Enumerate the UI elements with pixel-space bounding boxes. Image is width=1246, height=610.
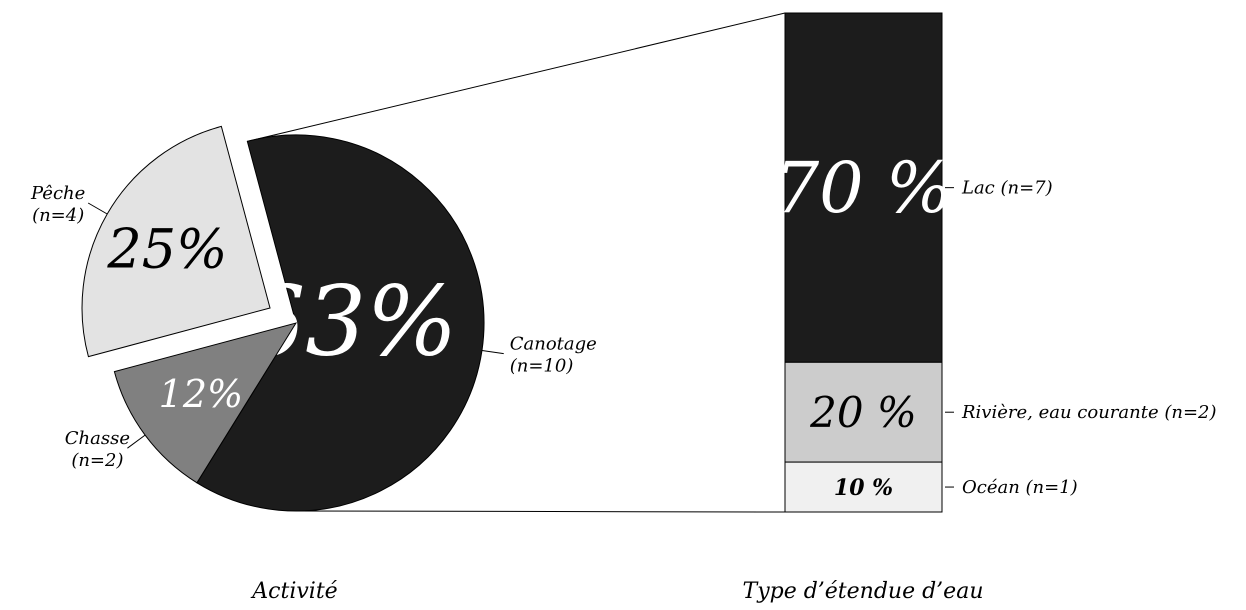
pie-axis-label: Activité — [250, 579, 337, 604]
connector-line-bottom — [295, 510, 786, 513]
pie-leader-line — [481, 349, 504, 355]
pie-slice-canotage — [196, 134, 485, 512]
pie-count-label: (n=2) — [71, 450, 123, 471]
bar-segment-label: Lac (n=7) — [961, 178, 1053, 199]
pie-count-label: (n=4) — [32, 205, 84, 226]
connector-lines — [247, 12, 786, 513]
stacked-bar-chart: 70 % Lac (n=7) 20 % Rivière, eau courante (… — [775, 12, 1217, 513]
bar-pct-label: 10 % — [834, 475, 893, 501]
pie-count-label: (n=10) — [510, 356, 574, 377]
bar-pct-label: 70 % — [775, 147, 953, 229]
connector-line-top — [247, 12, 786, 142]
bar-segment-label: Océan (n=1) — [962, 477, 1078, 498]
pie-leader-line — [87, 202, 108, 215]
pie-leader-line — [127, 434, 146, 449]
pie-pct-label: 12% — [159, 372, 243, 416]
pie-slice-peche — [81, 125, 271, 358]
pie-category-label: Canotage — [510, 334, 597, 355]
pie-pct-label: 25% — [106, 218, 227, 281]
bar-pct-label: 20 % — [809, 388, 917, 437]
bar-axis-label: Type d’étendue d’eau — [743, 579, 984, 604]
bar-segment-ocean-n-1 — [784, 461, 943, 513]
pie-pct-label: 63% — [244, 266, 457, 378]
pie-category-label: Chasse — [65, 428, 130, 449]
pie-chart: 63% Canotage(n=10) 12% Chasse(n=2) 25% Pêche(… — [30, 125, 597, 512]
bar-segment-lac-n-7 — [784, 12, 943, 363]
pie-category-label: Pêche — [30, 183, 85, 204]
bar-segment-riviere-eau-courante-n-2 — [784, 361, 943, 463]
bar-segment-label: Rivière, eau courante (n=2) — [961, 402, 1217, 423]
pie-slice-chasse — [113, 322, 298, 484]
